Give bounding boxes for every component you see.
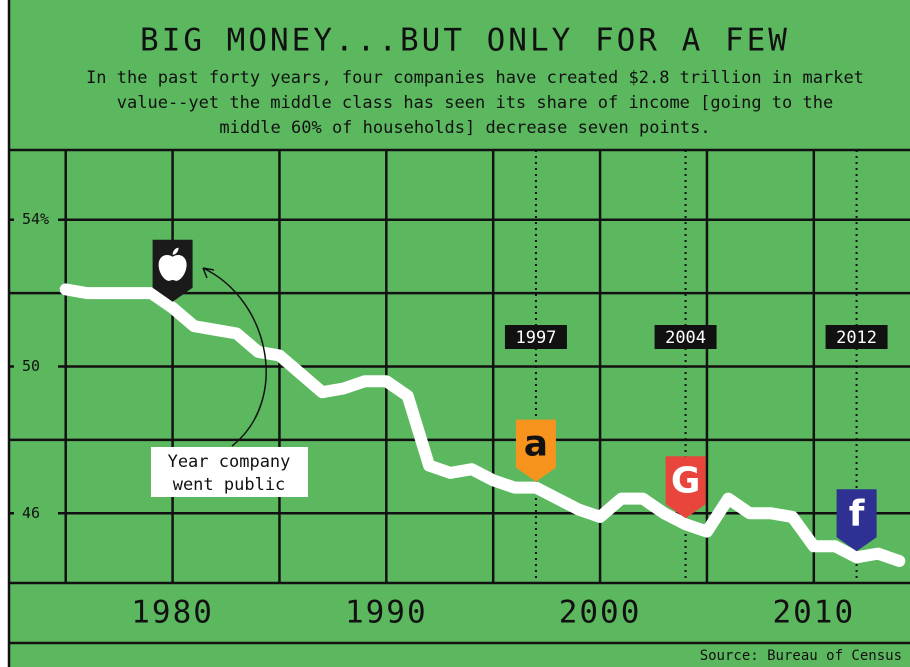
y-tick-label: 46 bbox=[22, 504, 40, 522]
grid: 54% 50 46 1980 1990 2000 2010 bbox=[8, 150, 910, 631]
x-tick-label: 2010 bbox=[772, 595, 855, 631]
logo-letter: G bbox=[671, 460, 701, 501]
event-label: 2012 bbox=[836, 328, 877, 348]
badge-shape bbox=[515, 419, 556, 482]
subtitle: In the past forty years, four companies … bbox=[86, 68, 864, 88]
x-tick-label: 2000 bbox=[559, 595, 642, 631]
annotation: went public bbox=[173, 475, 286, 495]
chart-title: BIG MONEY...BUT ONLY FOR A FEW bbox=[140, 23, 790, 59]
x-tick-label: 1980 bbox=[131, 595, 214, 631]
event-label: 1997 bbox=[515, 328, 556, 348]
marks: 1997 2004 2012 a Gf bbox=[59, 150, 906, 583]
y-tick-label: 50 bbox=[22, 357, 40, 375]
y-tick-bg bbox=[14, 502, 58, 525]
subtitle: value--yet the middle class has seen its… bbox=[117, 93, 833, 113]
apple-logo bbox=[158, 247, 187, 281]
y-tick-bg bbox=[14, 208, 58, 231]
badge-shape bbox=[836, 489, 877, 552]
source: Source: Bureau of Census bbox=[700, 648, 902, 664]
logo-letter: a bbox=[524, 424, 548, 465]
subtitle: middle 60% of households] decrease seven… bbox=[219, 118, 710, 138]
badge-shape bbox=[665, 456, 706, 519]
x-tick-label: 1990 bbox=[345, 595, 428, 631]
annotation-box bbox=[151, 447, 308, 497]
event-label-bg bbox=[504, 325, 567, 349]
logo-badge: a bbox=[515, 419, 556, 482]
event-label-bg bbox=[654, 325, 717, 349]
y-tick-bg bbox=[14, 355, 58, 378]
background bbox=[8, 0, 910, 667]
logo-letter: f bbox=[849, 493, 865, 534]
event-label-bg bbox=[825, 325, 888, 349]
event-label: 2004 bbox=[665, 328, 706, 348]
logo-badge: f bbox=[836, 489, 877, 552]
line bbox=[59, 283, 906, 567]
logo-badge: G bbox=[665, 456, 706, 519]
annotation-arrow bbox=[202, 267, 267, 447]
y-tick-label: 54% bbox=[22, 210, 49, 228]
annotation: Year company bbox=[168, 452, 291, 472]
logo-badge bbox=[152, 239, 193, 302]
annotation-arrowhead bbox=[202, 267, 215, 279]
